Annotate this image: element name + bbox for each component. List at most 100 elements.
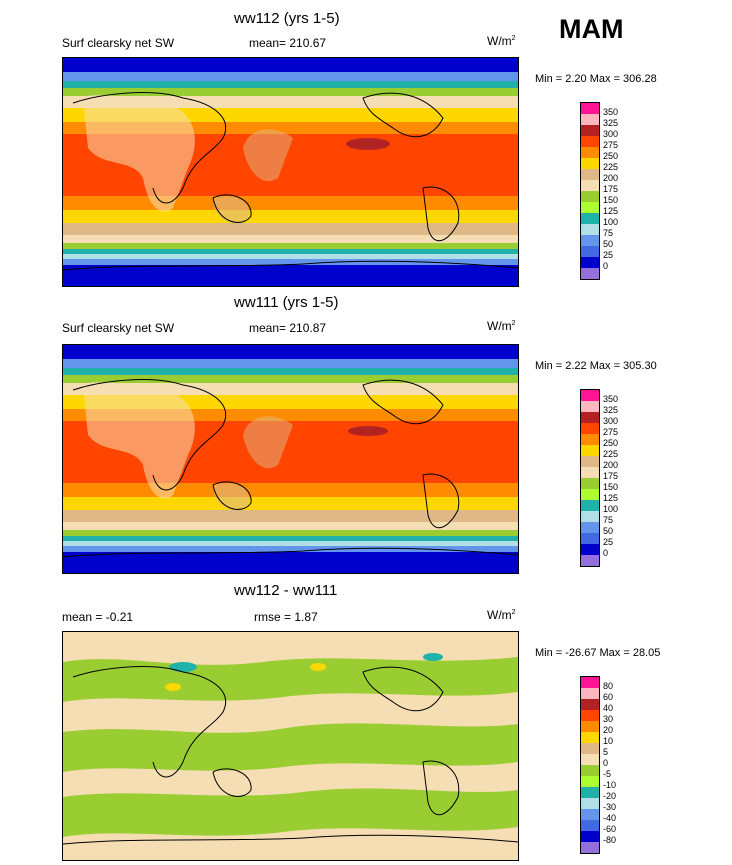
legend-swatch (581, 257, 599, 268)
panel-1-minmax: Min = 2.20 Max = 306.28 (535, 73, 657, 85)
legend-swatch (581, 412, 599, 423)
legend-label: 175 (603, 184, 619, 194)
legend-swatch (581, 820, 599, 831)
legend-swatch (581, 268, 599, 279)
panel-2-variable: Surf clearsky net SW (62, 321, 175, 335)
legend-swatch (581, 787, 599, 798)
legend-label: 250 (603, 438, 619, 448)
legend-label: 0 (603, 261, 609, 271)
legend-swatch (581, 489, 599, 500)
panel-1-title: ww112 (yrs 1-5) (234, 10, 340, 27)
legend-label: 200 (603, 173, 619, 183)
legend-swatch (581, 765, 599, 776)
legend-label: 20 (603, 725, 614, 735)
panel-1-map-svg (63, 58, 518, 286)
legend-swatch (581, 180, 599, 191)
panel-2-mean: mean= 210.87 (249, 321, 327, 335)
legend-swatch (581, 743, 599, 754)
legend-swatch (581, 798, 599, 809)
legend-swatch (581, 103, 599, 114)
legend-swatch (581, 246, 599, 257)
legend-swatch (581, 754, 599, 765)
legend-label: 25 (603, 537, 614, 547)
legend-label: 40 (603, 703, 614, 713)
legend-swatch (581, 555, 599, 566)
panel-3-legend-bar (580, 676, 600, 854)
legend-swatch (581, 401, 599, 412)
legend-label: 350 (603, 107, 619, 117)
panel-2-minmax: Min = 2.22 Max = 305.30 (535, 360, 657, 372)
legend-swatch (581, 842, 599, 853)
legend-swatch (581, 224, 599, 235)
legend-label: 350 (603, 394, 619, 404)
legend-swatch (581, 445, 599, 456)
legend-swatch (581, 522, 599, 533)
legend-swatch (581, 677, 599, 688)
legend-label: 325 (603, 405, 619, 415)
panel-2-title: ww111 (yrs 1-5) (234, 294, 339, 311)
panel-1-variable: Surf clearsky net SW (62, 36, 175, 50)
legend-label: -5 (603, 769, 612, 779)
legend-swatch (581, 456, 599, 467)
panel-3-title: ww112 - ww111 (234, 582, 338, 599)
legend-label: 80 (603, 681, 614, 691)
legend-label: 30 (603, 714, 614, 724)
legend-label: 100 (603, 217, 619, 227)
legend-swatch (581, 467, 599, 478)
legend-label: 275 (603, 140, 619, 150)
legend-swatch (581, 202, 599, 213)
panel-3-mean: mean = -0.21 (62, 610, 134, 624)
legend-label: 0 (603, 758, 609, 768)
panel-2-units: W/m2 (487, 319, 516, 333)
legend-swatch (581, 688, 599, 699)
panel-3-rmse: rmse = 1.87 (254, 610, 318, 624)
legend-label: 200 (603, 460, 619, 470)
legend-label: 150 (603, 482, 619, 492)
legend-label: 75 (603, 515, 614, 525)
legend-label: 300 (603, 416, 619, 426)
legend-label: -80 (603, 835, 617, 845)
legend-label: 100 (603, 504, 619, 514)
legend-label: 5 (603, 747, 609, 757)
panel-2-map (62, 344, 519, 574)
legend-label: 250 (603, 151, 619, 161)
legend-swatch (581, 478, 599, 489)
legend-swatch (581, 544, 599, 555)
legend-label: -30 (603, 802, 617, 812)
legend-label: -10 (603, 780, 617, 790)
season-label: MAM (559, 14, 624, 44)
legend-swatch (581, 169, 599, 180)
legend-swatch (581, 699, 599, 710)
panel-3-minmax: Min = -26.67 Max = 28.05 (535, 647, 661, 659)
panel-3-map-svg (63, 632, 518, 860)
panel-1-legend-bar (580, 102, 600, 280)
legend-swatch (581, 213, 599, 224)
legend-swatch (581, 191, 599, 202)
legend-label: -40 (603, 813, 617, 823)
legend-label: 150 (603, 195, 619, 205)
legend-label: 0 (603, 548, 609, 558)
legend-label: 325 (603, 118, 619, 128)
legend-swatch (581, 511, 599, 522)
legend-label: -20 (603, 791, 617, 801)
legend-label: 225 (603, 162, 619, 172)
legend-label: 50 (603, 526, 614, 536)
legend-swatch (581, 125, 599, 136)
legend-swatch (581, 158, 599, 169)
legend-label: 275 (603, 427, 619, 437)
legend-label: 10 (603, 736, 614, 746)
panel-1-map (62, 57, 519, 287)
legend-label: 75 (603, 228, 614, 238)
legend-swatch (581, 434, 599, 445)
legend-label: 175 (603, 471, 619, 481)
legend-swatch (581, 147, 599, 158)
legend-label: 50 (603, 239, 614, 249)
panel-3-map (62, 631, 519, 861)
legend-label: 125 (603, 206, 619, 216)
legend-label: 300 (603, 129, 619, 139)
legend-swatch (581, 533, 599, 544)
legend-label: 125 (603, 493, 619, 503)
legend-swatch (581, 710, 599, 721)
legend-label: 25 (603, 250, 614, 260)
panel-1-mean: mean= 210.67 (249, 36, 327, 50)
